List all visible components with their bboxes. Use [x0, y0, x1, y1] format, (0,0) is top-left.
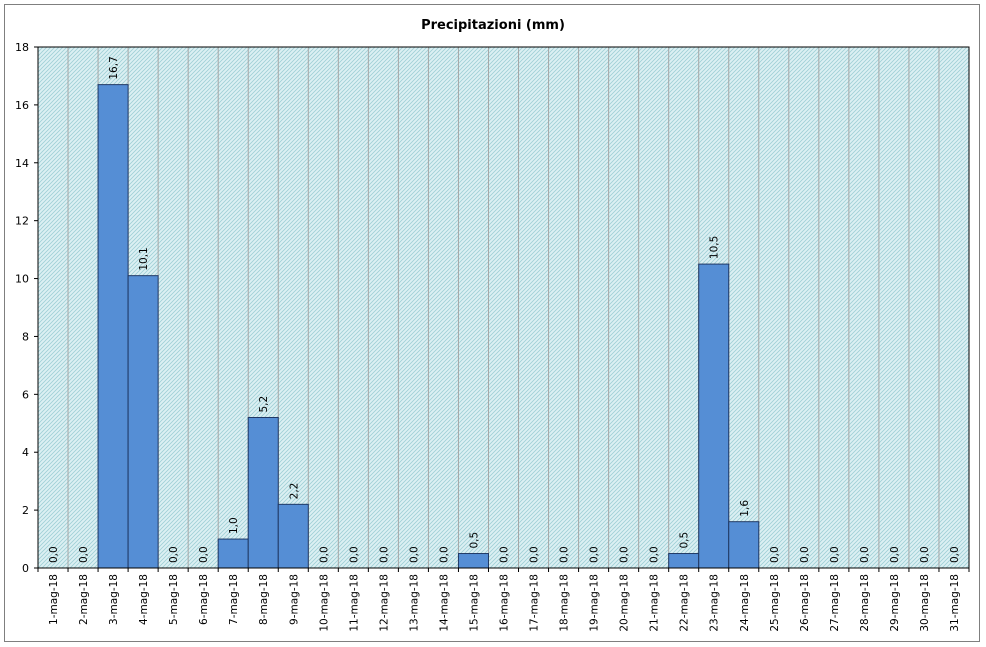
data-label: 0,0	[438, 546, 450, 563]
data-label: 0,0	[919, 546, 931, 563]
x-tick-label: 3-mag-18	[108, 574, 120, 625]
x-tick-label: 23-mag-18	[709, 574, 721, 632]
y-tick-label: 18	[15, 41, 29, 54]
y-tick-label: 14	[15, 157, 29, 170]
data-label: 0,0	[78, 546, 90, 563]
x-tick-label: 10-mag-18	[318, 574, 330, 632]
bar-23-mag-18	[698, 263, 730, 569]
x-tick-label: 27-mag-18	[829, 574, 841, 632]
data-label: 0,0	[649, 546, 661, 563]
data-label: 0,0	[559, 546, 571, 563]
data-label: 0,0	[318, 546, 330, 563]
data-label: 0,0	[499, 546, 511, 563]
x-tick-label: 6-mag-18	[198, 574, 210, 625]
bar-24-mag-18	[728, 521, 760, 569]
x-tick-label: 20-mag-18	[619, 574, 631, 632]
data-label: 0,0	[799, 546, 811, 563]
data-label: 10,5	[709, 236, 721, 259]
y-tick-label: 16	[15, 99, 29, 112]
data-label: 2,2	[288, 483, 300, 500]
data-label: 0,0	[408, 546, 420, 563]
data-label: 5,2	[258, 396, 270, 413]
bar-8-mag-18	[247, 416, 279, 569]
x-tick-label: 28-mag-18	[859, 574, 871, 632]
data-label: 0,0	[829, 546, 841, 563]
y-tick-label: 4	[22, 446, 29, 459]
data-label: 0,0	[48, 546, 60, 563]
data-label: 10,1	[138, 247, 150, 270]
x-tick-label: 13-mag-18	[408, 574, 420, 632]
y-tick-label: 2	[22, 504, 29, 517]
chart-frame: Precipitazioni (mm) 0 2 4 6 8 10 12 14 16 18 1-ma…	[4, 4, 980, 642]
y-tick-label: 12	[15, 215, 29, 228]
data-label: 1,6	[739, 500, 751, 517]
x-tick-label: 22-mag-18	[679, 574, 691, 632]
x-tick-label: 9-mag-18	[288, 574, 300, 625]
data-label: 1,0	[228, 517, 240, 534]
x-tick-label: 5-mag-18	[168, 574, 180, 625]
precipitation-bar-chart: Precipitazioni (mm) 0 2 4 6 8 10 12 14 16 18 1-ma…	[15, 18, 970, 632]
x-tick-label: 17-mag-18	[529, 574, 541, 632]
y-tick-label: 0	[22, 562, 29, 575]
x-tick-label: 15-mag-18	[468, 574, 480, 632]
data-label: 0,0	[168, 546, 180, 563]
data-label: 0,0	[859, 546, 871, 563]
x-tick-label: 14-mag-18	[438, 574, 450, 632]
x-tick-label: 19-mag-18	[589, 574, 601, 632]
chart-title: Precipitazioni (mm)	[421, 18, 565, 33]
data-label: 0,0	[378, 546, 390, 563]
plot-area	[38, 47, 969, 568]
y-tick-label: 6	[22, 388, 29, 401]
y-tick-label: 8	[22, 330, 29, 343]
data-label: 0,0	[769, 546, 781, 563]
x-tick-label: 8-mag-18	[258, 574, 270, 625]
data-label: 0,0	[589, 546, 601, 563]
x-tick-label: 26-mag-18	[799, 574, 811, 632]
x-tick-label: 21-mag-18	[649, 574, 661, 632]
data-label: 0,0	[619, 546, 631, 563]
x-tick-label: 12-mag-18	[378, 574, 390, 632]
bar-4-mag-18	[127, 275, 159, 569]
x-tick-label: 16-mag-18	[499, 574, 511, 632]
x-tick-label: 25-mag-18	[769, 574, 781, 632]
bar-3-mag-18	[97, 84, 129, 569]
x-tick-label: 11-mag-18	[348, 574, 360, 632]
bar-9-mag-18	[277, 503, 309, 569]
x-tick-label: 18-mag-18	[559, 574, 571, 632]
data-label: 0,0	[198, 546, 210, 563]
x-tick-label: 29-mag-18	[889, 574, 901, 632]
x-tick-label: 24-mag-18	[739, 574, 751, 632]
data-label: 0,5	[468, 532, 480, 549]
bar-22-mag-18	[668, 553, 700, 569]
y-tick-label: 10	[15, 273, 29, 286]
x-tick-label: 7-mag-18	[228, 574, 240, 625]
x-tick-label: 31-mag-18	[949, 574, 961, 632]
x-tick-label: 1-mag-18	[48, 574, 60, 625]
bar-15-mag-18	[457, 553, 489, 569]
data-label: 0,0	[529, 546, 541, 563]
data-label: 16,7	[108, 56, 120, 79]
data-label: 0,0	[889, 546, 901, 563]
x-tick-label: 2-mag-18	[78, 574, 90, 625]
data-label: 0,0	[348, 546, 360, 563]
data-label: 0,5	[679, 532, 691, 549]
bar-7-mag-18	[217, 538, 249, 569]
x-tick-label: 4-mag-18	[138, 574, 150, 625]
x-tick-label: 30-mag-18	[919, 574, 931, 632]
data-label: 0,0	[949, 546, 961, 563]
